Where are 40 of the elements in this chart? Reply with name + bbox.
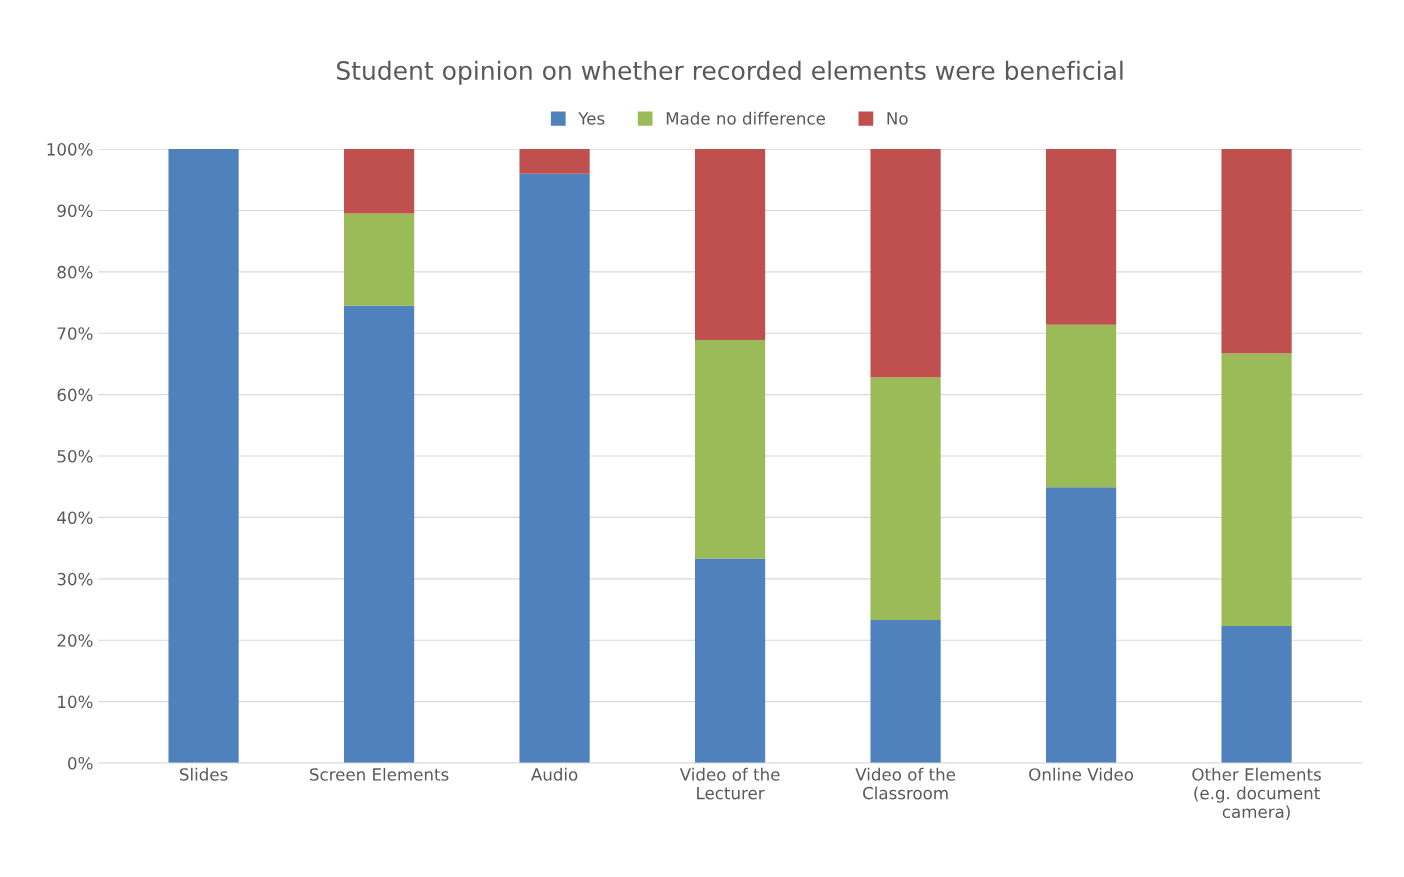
x-tick-label: Slides [180,767,228,781]
bar [343,149,415,214]
y-tick-label: 60% [57,388,93,402]
y-tick-label: 10% [58,695,93,709]
bar [870,377,941,620]
bar [870,619,941,763]
bar [168,149,239,763]
bar [343,305,415,763]
y-tick-label: 50% [57,450,93,463]
x-tick-label: Video of the Classroom [855,767,956,800]
bar [1221,626,1292,763]
bar [870,149,941,378]
x-tick-label: Video of the Lecturer [679,767,780,800]
legend-label: Yes [578,112,605,125]
x-tick-label: Online Video [1029,767,1134,781]
bar [694,558,766,763]
y-tick-label: 40% [57,511,93,524]
x-tick-label: Audio [531,767,578,781]
y-tick-label: 80% [57,265,93,279]
bar [1221,149,1292,354]
y-tick-label: 100% [47,143,93,156]
chart-title: Student opinion on whether recorded elements were beneficial [336,60,1123,85]
y-tick-label: 20% [57,634,93,647]
bar [694,340,766,559]
y-tick-label: 70% [57,327,93,340]
bar [1045,149,1117,325]
x-tick-label: Screen Elements [310,767,449,781]
bar [343,213,415,306]
y-tick-label: 0% [68,756,93,770]
bar [694,149,766,341]
bar [1221,353,1292,627]
bar [1045,324,1117,488]
legend-label: No [887,112,908,125]
bar [519,149,590,174]
bar [519,173,590,763]
legend-label: Made no difference [666,111,825,125]
x-tick-label: Other Elements (e.g. document camera) [1192,767,1321,821]
y-tick-label: 30% [57,572,93,586]
y-tick-label: 90% [57,204,93,218]
bar [1045,487,1117,763]
